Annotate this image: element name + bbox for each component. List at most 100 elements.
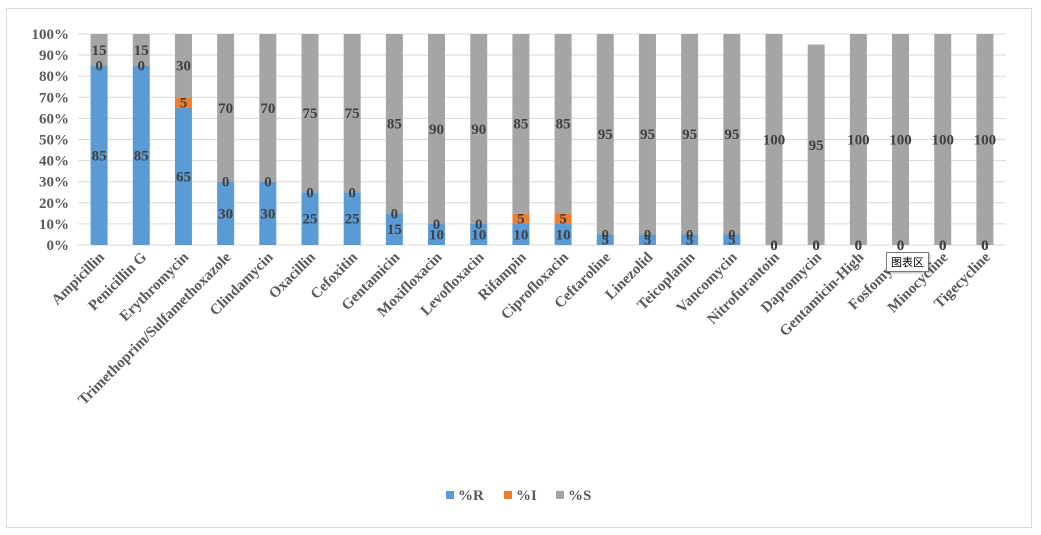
- data-label: 95: [724, 127, 739, 143]
- data-label: 5: [686, 233, 694, 249]
- data-label: 0: [264, 175, 272, 191]
- data-label: 0: [770, 238, 778, 254]
- bar-segment: [174, 34, 192, 98]
- data-label: 70: [218, 101, 233, 117]
- bar-segment: [343, 192, 361, 245]
- bar-segment: [681, 34, 699, 235]
- bar-segment: [596, 234, 614, 245]
- bar-segment: [132, 65, 150, 246]
- y-tick-label: 90%: [39, 48, 69, 64]
- bar-segment: [301, 34, 319, 193]
- data-label: 0: [728, 227, 736, 243]
- chart-area-tooltip: 图表区: [886, 252, 929, 272]
- bar-segment: [385, 213, 403, 245]
- category-label: Trimethoprim/Sulfamethoxazole: [75, 249, 234, 408]
- data-label: 0: [855, 238, 863, 254]
- data-label: 15: [134, 43, 149, 59]
- data-label: 25: [345, 212, 360, 228]
- data-label: 30: [176, 59, 191, 75]
- data-label: 10: [471, 227, 486, 243]
- data-label: 0: [95, 59, 103, 75]
- data-label: 0: [644, 227, 652, 243]
- data-label: 0: [222, 175, 230, 191]
- data-label: 85: [92, 148, 107, 164]
- data-label: 5: [644, 233, 652, 249]
- bar-segment: [174, 107, 192, 245]
- bar-segment: [554, 213, 572, 224]
- legend-label: %S: [568, 488, 591, 504]
- data-label: 85: [513, 117, 528, 133]
- data-label: 5: [180, 96, 188, 112]
- data-label: 5: [728, 233, 736, 249]
- y-tick-label: 100%: [32, 27, 70, 43]
- data-label: 0: [897, 238, 905, 254]
- bar-segment: [849, 34, 867, 245]
- bar-segment: [217, 181, 235, 245]
- bar-segment: [554, 223, 572, 245]
- bar-segment: [90, 34, 108, 66]
- data-label: 5: [602, 233, 610, 249]
- data-label: 5: [517, 212, 525, 228]
- category-label: Nitrofurantoin: [705, 249, 784, 328]
- bar-segment: [90, 65, 108, 246]
- bar-segment: [259, 34, 277, 182]
- bar-segment: [259, 181, 277, 245]
- data-label: 0: [981, 238, 989, 254]
- data-label: 0: [812, 238, 820, 254]
- data-label: 85: [556, 117, 571, 133]
- data-label: 95: [640, 127, 655, 143]
- data-label: 0: [770, 238, 778, 254]
- data-label: 90: [471, 122, 486, 138]
- y-tick-label: 70%: [39, 90, 69, 106]
- bar-segment: [934, 34, 952, 245]
- data-label: 5: [559, 212, 567, 228]
- data-label: 0: [138, 59, 146, 75]
- data-label: 0: [602, 227, 610, 243]
- data-label: 100: [847, 133, 870, 149]
- bar-segment: [470, 34, 488, 224]
- data-label: 0: [475, 217, 483, 233]
- bar-segment: [428, 223, 446, 245]
- bar-segment: [681, 234, 699, 245]
- data-label: 25: [303, 212, 318, 228]
- data-label: 0: [855, 238, 863, 254]
- data-label: 100: [889, 133, 912, 149]
- data-label: 95: [598, 127, 613, 143]
- data-label: 0: [433, 217, 441, 233]
- data-label: 65: [176, 169, 191, 185]
- bar-segment: [301, 192, 319, 245]
- data-label: 75: [345, 106, 360, 122]
- y-tick-label: 40%: [39, 154, 69, 170]
- y-tick-label: 60%: [39, 111, 69, 127]
- bar-segment: [132, 34, 150, 66]
- data-label: 0: [897, 238, 905, 254]
- legend-swatch: [556, 491, 564, 499]
- bar-segment: [512, 213, 530, 224]
- data-label: 15: [387, 222, 402, 238]
- y-tick-label: 0%: [47, 238, 70, 254]
- data-label: 15: [92, 43, 107, 59]
- data-label: 70: [260, 101, 275, 117]
- y-tick-label: 50%: [39, 133, 69, 149]
- bar-segment: [217, 34, 235, 182]
- data-label: 0: [391, 206, 399, 222]
- bar-segment: [892, 34, 910, 245]
- data-label: 30: [218, 206, 233, 222]
- legend-swatch: [446, 491, 454, 499]
- data-label: 10: [513, 227, 528, 243]
- bar-segment: [385, 34, 403, 214]
- data-label: 0: [939, 238, 947, 254]
- bar-segment: [512, 223, 530, 245]
- y-axis-ticks: 0% 10% 20% 30% 40% 50% 60% 70% 80% 90% 100%: [32, 27, 70, 254]
- bar-segment: [638, 234, 656, 245]
- data-label: 90: [429, 122, 444, 138]
- data-label: 0: [812, 238, 820, 254]
- data-label: 100: [931, 133, 954, 149]
- bar-segment: [596, 34, 614, 235]
- bar-segment: [428, 34, 446, 224]
- bar-segment: [638, 34, 656, 235]
- bar-segment: [807, 44, 825, 245]
- data-label: 30: [260, 206, 275, 222]
